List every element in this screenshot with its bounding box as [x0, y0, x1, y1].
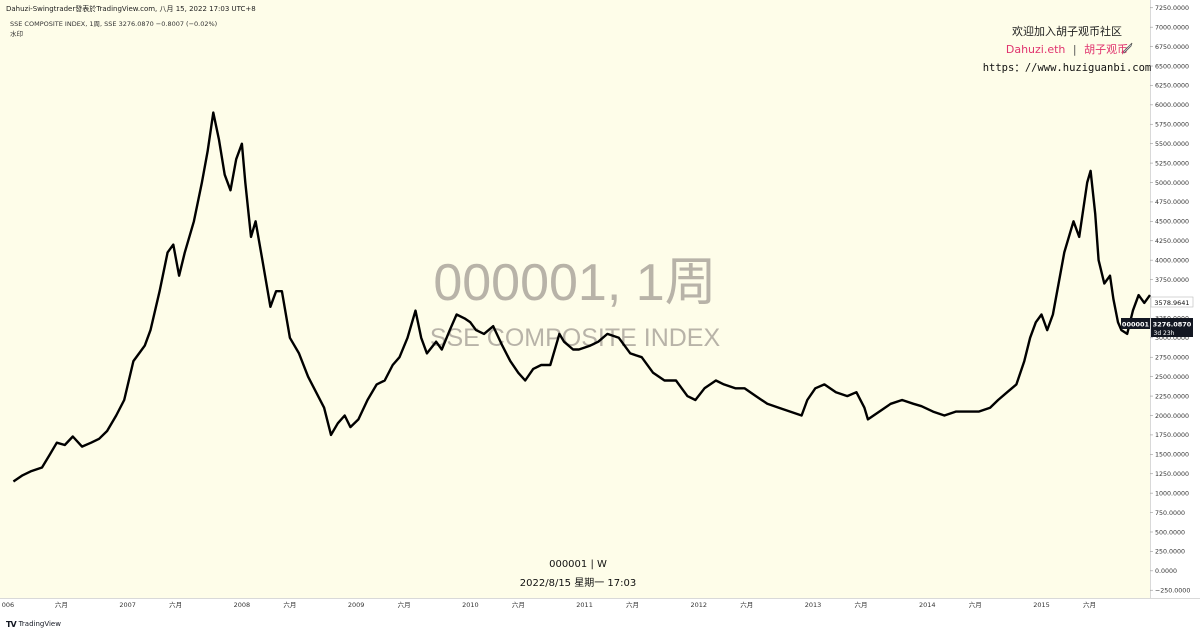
y-tick-label: 2250.0000 — [1155, 393, 1189, 400]
y-tick-label: 1250.0000 — [1155, 471, 1189, 478]
y-tick-label: 3750.0000 — [1155, 277, 1189, 284]
x-tick-label: 六月 — [855, 600, 868, 609]
plot-background — [0, 0, 1150, 598]
x-tick-label: 六月 — [169, 600, 182, 609]
x-tick-label: 2014 — [919, 601, 936, 609]
x-tick-label: 2008 — [234, 601, 251, 609]
y-tick-label: 6000.0000 — [1155, 102, 1189, 109]
y-tick-label: 2500.0000 — [1155, 374, 1189, 381]
x-tick-label: 六月 — [398, 600, 411, 609]
x-tick-label: 2011 — [576, 601, 593, 609]
caption-datetime: 2022/8/15 星期一 17:03 — [520, 577, 636, 589]
y-tick-label: 5750.0000 — [1155, 122, 1189, 129]
watermark-title: 000001, 1周 — [433, 254, 716, 312]
y-tick-label: 0.0000 — [1155, 568, 1177, 575]
x-tick-label: 六月 — [55, 600, 68, 609]
sub-line: 水印 — [10, 30, 23, 38]
upper-price-tag: 3578.9641 — [1150, 296, 1194, 308]
y-tick-label: 7000.0000 — [1155, 24, 1189, 31]
tradingview-logo-icon: TV — [6, 619, 17, 629]
current-price-value: 3276.0870 — [1153, 321, 1192, 329]
y-tick-label: 5250.0000 — [1155, 160, 1189, 167]
caption-symbol: 000001 | W — [549, 559, 607, 570]
x-tick-label: 2012 — [691, 601, 708, 609]
y-tick-label: 2000.0000 — [1155, 413, 1189, 420]
publish-line: Dahuzi-Swingtrader發表於TradingView.com, 八月… — [6, 5, 256, 13]
x-tick-label: 2010 — [462, 601, 479, 609]
y-tick-label: 4250.0000 — [1155, 238, 1189, 245]
x-tick-label: 六月 — [1083, 600, 1096, 609]
x-tick-label: 六月 — [626, 600, 639, 609]
current-price-tag: 000001 3276.0870 3d 23h — [1121, 318, 1193, 337]
x-tick-label: 六月 — [740, 600, 753, 609]
y-tick-label: 500.0000 — [1155, 529, 1185, 536]
y-tick-label: 4500.0000 — [1155, 219, 1189, 226]
rocket-icon — [1121, 42, 1133, 54]
x-tick-label: 六月 — [283, 600, 296, 609]
watermark-subtitle: SSE COMPOSITE INDEX — [430, 324, 721, 352]
y-tick-label: 6750.0000 — [1155, 44, 1189, 51]
time-axis: 006 六月 2007 六月 2008 六月 2009 六月 2010 六月 2011 六月 2012 六… — [2, 600, 1096, 609]
upper-price-value: 3578.9641 — [1154, 299, 1189, 307]
y-tick-label: 5000.0000 — [1155, 180, 1189, 187]
y-tick-label: 5500.0000 — [1155, 141, 1189, 148]
y-tick-label: −250.0000 — [1155, 588, 1190, 595]
y-tick-label: 2750.0000 — [1155, 355, 1189, 362]
bar-countdown: 3d 23h — [1154, 330, 1175, 337]
x-tick-label: 六月 — [969, 600, 982, 609]
y-tick-label: 1500.0000 — [1155, 452, 1189, 459]
y-tick-label: 7250.0000 — [1155, 5, 1189, 12]
promo-line-1: 欢迎加入胡子观币社区 — [1012, 24, 1122, 38]
y-tick-label: 3000.0000 — [1155, 335, 1189, 342]
tradingview-footer[interactable]: TV TradingView — [6, 618, 61, 630]
y-tick-label: 1750.0000 — [1155, 432, 1189, 439]
promo-separator: | — [1073, 43, 1077, 56]
x-tick-label: 2009 — [348, 601, 365, 609]
y-tick-label: 250.0000 — [1155, 549, 1185, 556]
promo-group: 胡子观币 — [1084, 42, 1128, 56]
y-tick-label: 750.0000 — [1155, 510, 1185, 517]
y-tick-label: 4000.0000 — [1155, 257, 1189, 264]
y-tick-label: 1000.0000 — [1155, 490, 1189, 497]
promo-line-2: Dahuzi.eth | 胡子观币 — [1006, 42, 1128, 56]
x-tick-label: 2015 — [1033, 601, 1050, 609]
current-symbol: 000001 — [1122, 321, 1150, 329]
y-tick-label: 4750.0000 — [1155, 199, 1189, 206]
y-tick-label: 6500.0000 — [1155, 63, 1189, 70]
y-tick-label: 6250.0000 — [1155, 83, 1189, 90]
promo-name: Dahuzi.eth — [1006, 43, 1066, 56]
price-line — [12, 111, 1151, 483]
symbol-line: SSE COMPOSITE INDEX, 1周, SSE 3276.0870 −… — [10, 20, 218, 28]
x-tick-label: 六月 — [512, 600, 525, 609]
x-tick-label: 006 — [2, 601, 14, 609]
tradingview-brand: TradingView — [18, 620, 61, 628]
promo-line-3: https：//www.huziguanbi.com — [983, 62, 1152, 74]
x-tick-label: 2013 — [805, 601, 822, 609]
x-tick-label: 2007 — [119, 601, 136, 609]
